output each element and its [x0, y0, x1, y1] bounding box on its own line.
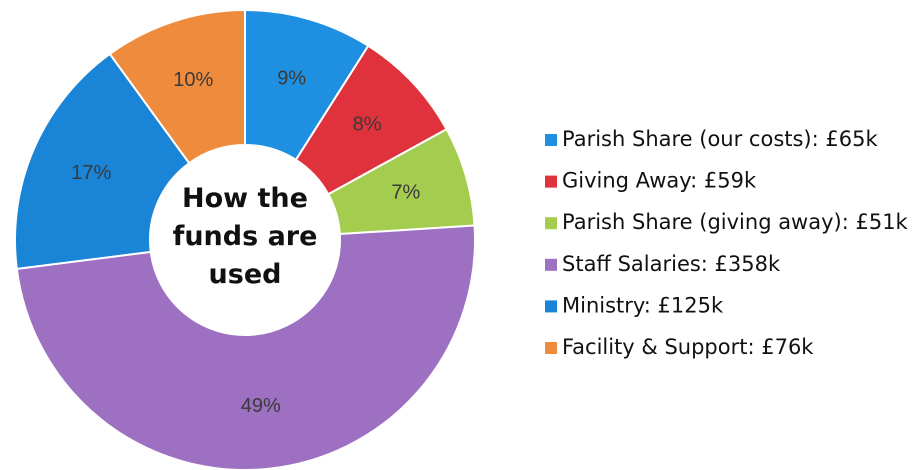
data-label: 10%: [173, 69, 213, 91]
data-label: 8%: [353, 114, 382, 136]
data-label: 9%: [277, 67, 306, 89]
legend-label: Giving Away: £59k: [562, 169, 757, 193]
legend-swatch: [545, 175, 557, 188]
data-label: 7%: [391, 182, 420, 204]
legend-label: Ministry: £125k: [562, 293, 724, 317]
legend-swatch: [545, 217, 557, 230]
legend-label: Facility & Support: £76k: [562, 335, 814, 359]
legend-swatch: [545, 342, 557, 354]
legend-label: Parish Share (giving away): £51k: [562, 210, 909, 234]
data-label: 49%: [241, 395, 281, 417]
donut-slice: [15, 224, 476, 470]
legend-swatch: [545, 134, 557, 146]
legend-swatch: [545, 300, 557, 313]
legend-label: Parish Share (our costs): £65k: [562, 127, 878, 151]
data-label: 17%: [71, 162, 111, 184]
donut-slice: [14, 52, 191, 270]
donut-slice: [108, 8, 246, 165]
legend-label: Staff Salaries: £358k: [562, 252, 781, 276]
chart-title: How the funds are used: [172, 183, 318, 290]
legend-swatch: [545, 258, 557, 271]
